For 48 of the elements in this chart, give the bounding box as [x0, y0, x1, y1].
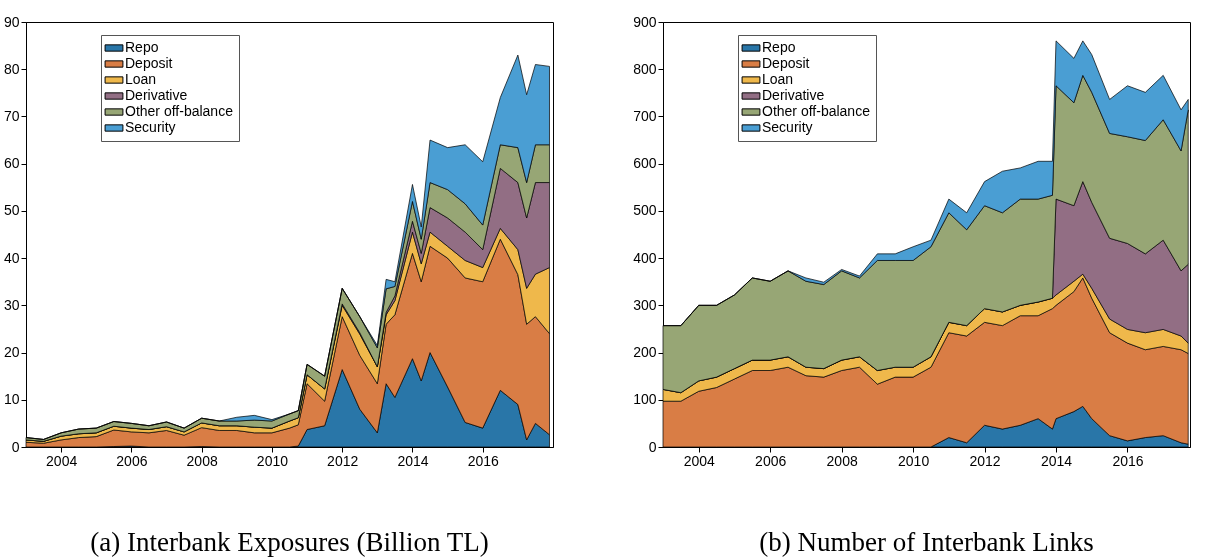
- x-tick-label: 2014: [1040, 452, 1073, 469]
- x-tick-label: 2004: [46, 452, 78, 469]
- x-tick-label: 2012: [969, 452, 1001, 469]
- legend-label: Loan: [762, 71, 794, 87]
- y-tick-label: 50: [3, 202, 20, 219]
- legend-label: Other off-balance: [762, 103, 871, 119]
- x-tick-label: 2012: [327, 452, 359, 469]
- legend-label: Repo: [125, 39, 159, 55]
- legend-label: Security: [762, 119, 813, 135]
- y-tick-label: 20: [3, 344, 20, 361]
- y-tick-label: 200: [633, 344, 657, 361]
- x-tick-label: 2008: [186, 452, 218, 469]
- legend-label: Derivative: [125, 87, 188, 103]
- x-tick-label: 2006: [755, 452, 787, 469]
- x-tick-label: 2006: [116, 452, 148, 469]
- legend-label: Deposit: [125, 55, 173, 71]
- x-tick-label: 2016: [1112, 452, 1144, 469]
- legend-label: Repo: [762, 39, 796, 55]
- y-tick-label: 10: [3, 391, 20, 408]
- legend-label: Deposit: [762, 55, 810, 71]
- y-tick-label: 100: [633, 391, 657, 408]
- y-tick-label: 40: [3, 249, 20, 266]
- y-tick-label: 30: [3, 296, 20, 313]
- y-tick-label: 900: [633, 13, 657, 30]
- y-tick-label: 500: [633, 202, 657, 219]
- legend-label: Derivative: [762, 87, 825, 103]
- legend-label: Security: [125, 119, 176, 135]
- legend-label: Loan: [125, 71, 157, 87]
- x-tick-label: 2004: [683, 452, 716, 469]
- y-tick-label: 60: [3, 155, 20, 172]
- text: (a) Interbank Exposures (Billion TL): [90, 527, 489, 557]
- y-tick-label: 80: [3, 60, 20, 77]
- y-tick-label: 90: [3, 13, 20, 30]
- y-tick-label: 0: [648, 438, 657, 455]
- y-tick-label: 0: [11, 438, 20, 455]
- x-tick-label: 2014: [397, 452, 429, 469]
- x-tick-label: 2010: [256, 452, 289, 469]
- y-tick-label: 300: [633, 296, 657, 313]
- x-tick-label: 2008: [826, 452, 858, 469]
- legend-label: Other off-balance: [125, 103, 234, 119]
- y-tick-label: 70: [3, 107, 20, 124]
- x-tick-label: 2010: [898, 452, 930, 469]
- y-tick-label: 800: [633, 60, 657, 77]
- text: (b) Number of Interbank Links: [759, 527, 1094, 557]
- x-tick-label: 2016: [467, 452, 500, 469]
- y-tick-label: 700: [633, 107, 657, 124]
- y-tick-label: 600: [633, 155, 657, 172]
- y-tick-label: 400: [633, 249, 657, 266]
